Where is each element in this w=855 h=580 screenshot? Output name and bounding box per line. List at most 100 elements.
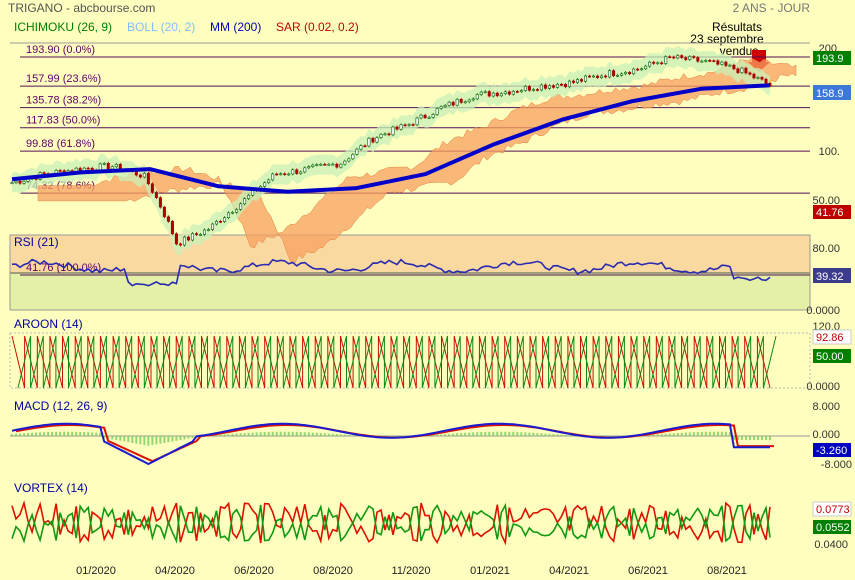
candle-body [740,67,744,73]
aroon-up-bg [812,329,852,345]
candle-body [656,62,660,65]
legend-sar: SAR (0.02, 0.2) [276,20,359,34]
fib-label-4: 99.88 (61.8%) [26,138,95,150]
macd-histogram-bar [267,431,270,436]
macd-histogram-bar [179,436,182,441]
candle-body [551,85,555,88]
macd-histogram-bar [472,432,475,436]
candle-body [483,91,487,93]
candle-body [700,60,704,63]
macd-histogram-bar [448,433,451,436]
macd-histogram-bar [672,433,675,436]
macd-histogram-bar [259,432,262,436]
badge-158-bg [813,85,851,100]
vortex-tick: 0.0400 [814,539,848,551]
macd-histogram-bar [315,432,318,436]
candle-body [608,70,612,78]
candle-body [323,163,327,166]
candle-body [395,126,399,130]
candle-body [580,79,584,82]
macd-histogram-bar [95,432,98,436]
macd-histogram-bar [231,433,234,436]
macd-histogram-bar [115,436,118,441]
candle-body [431,114,435,118]
macd-histogram-bar [271,431,274,436]
macd-histogram-bar [552,434,555,436]
candle-body [275,173,279,176]
candle-body [575,79,579,83]
candle-body [22,181,26,184]
macd-histogram-bar [464,432,467,436]
macd-histogram-bar [432,434,435,436]
macd-histogram-bar [23,433,26,436]
macd-histogram-bar [183,436,186,440]
candle-body [527,86,531,91]
candle-body [307,166,311,169]
candle-body [190,233,194,241]
macd-histogram-bar [263,432,266,436]
candle-body [543,84,547,89]
candle-body [243,198,247,205]
candle-body [684,57,688,60]
macd-histogram-bar [171,436,174,442]
macd-histogram-bar [460,433,463,436]
badge-41-bg [813,205,851,219]
macd-histogram-bar [436,434,439,436]
macd-histogram-bar [55,431,58,436]
macd-histogram-bar [303,432,306,436]
macd-histogram-bar [239,433,242,436]
macd-histogram-bar [275,431,278,436]
candle-body [166,216,170,222]
candle-body [375,137,379,143]
candle-body [407,124,411,126]
candle-body [383,133,387,136]
macd-histogram-bar [684,432,687,436]
macd-histogram-bar [139,436,142,445]
macd-histogram-bar [79,431,82,436]
macd-histogram-bar [484,431,487,436]
candle-body [475,94,479,100]
macd-histogram-bar [480,432,483,436]
aroon-down-bg [813,349,851,363]
macd-histogram-bar [704,431,707,436]
price-tick-50: 50.00 [812,195,840,207]
candle-body [235,209,239,213]
macd-histogram-bar [392,436,395,437]
candle-body [211,223,215,230]
candle-body [495,92,499,97]
fib-label-0: 193.90 (0.0%) [26,44,95,56]
candle-body [110,166,114,170]
macd-histogram-bar [103,436,106,438]
candle-body [435,108,439,115]
candle-body [247,194,251,199]
macd-histogram-bar [175,436,178,441]
candle-body [515,91,519,93]
candle-body [18,180,22,184]
vortex-minus-bg [813,520,851,534]
candle-body [612,70,616,77]
legend-mm: MM (200) [210,20,261,34]
rsi-frame [9,234,811,311]
macd-histogram-bar [756,436,759,440]
macd-histogram-bar [163,436,166,443]
annotation-line3: vendus [720,44,759,58]
macd-histogram-bar [335,434,338,436]
macd-histogram-bar [119,436,122,441]
mm200-line [11,83,771,194]
macd-histogram-bar [660,434,663,436]
macd-histogram-bar [444,434,447,436]
macd-histogram-bar [99,432,102,436]
candle-body [531,89,535,91]
period-label: 2 ANS - JOUR [733,1,811,15]
macd-histogram-bar [123,436,126,442]
candle-body [648,61,652,67]
macd-histogram-bar [247,432,250,436]
macd-histogram-bar [215,434,218,436]
candle-body [752,73,756,79]
candle-body [263,182,267,187]
candle-body [664,56,668,64]
macd-histogram-bar [744,436,747,440]
macd-histogram-bar [564,435,567,436]
candle-body [283,173,287,176]
candle-body [744,67,748,74]
